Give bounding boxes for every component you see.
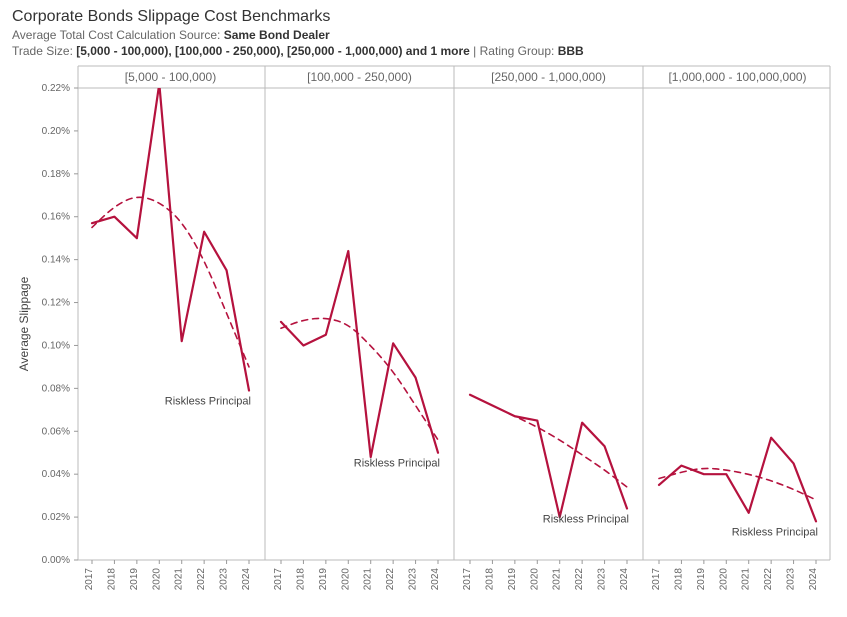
filter-values: [5,000 - 100,000), [100,000 - 250,000), … xyxy=(76,44,470,58)
x-tick-label: 2022 xyxy=(574,568,585,591)
x-tick-label: 2021 xyxy=(741,568,752,591)
x-tick-label: 2020 xyxy=(340,568,351,591)
panel-label: [1,000,000 - 100,000,000) xyxy=(668,70,806,84)
x-tick-label: 2023 xyxy=(786,568,797,591)
y-tick-label: 0.20% xyxy=(42,126,70,137)
x-tick-label: 2018 xyxy=(673,568,684,591)
y-tick-label: 0.10% xyxy=(42,340,70,351)
filter-line: Trade Size: [5,000 - 100,000), [100,000 … xyxy=(12,44,835,58)
panel-label: [5,000 - 100,000) xyxy=(125,70,216,84)
y-axis-title: Average Slippage xyxy=(17,276,31,371)
y-tick-label: 0.02% xyxy=(42,512,70,523)
x-tick-label: 2024 xyxy=(808,568,819,591)
y-tick-label: 0.06% xyxy=(42,426,70,437)
series-annotation: Riskless Principal xyxy=(165,396,251,408)
y-tick-label: 0.22% xyxy=(42,83,70,94)
series-line xyxy=(92,84,249,391)
x-tick-label: 2022 xyxy=(763,568,774,591)
x-tick-label: 2019 xyxy=(129,568,140,591)
x-tick-label: 2024 xyxy=(619,568,630,591)
x-tick-label: 2021 xyxy=(552,568,563,591)
x-tick-label: 2017 xyxy=(462,568,473,591)
x-tick-label: 2017 xyxy=(651,568,662,591)
panel-label: [100,000 - 250,000) xyxy=(307,70,412,84)
filter-sep: | xyxy=(470,44,480,58)
x-tick-label: 2017 xyxy=(273,568,284,591)
x-tick-label: 2024 xyxy=(241,568,252,591)
x-tick-label: 2018 xyxy=(106,568,117,591)
y-tick-label: 0.00% xyxy=(42,555,70,566)
panel-label: [250,000 - 1,000,000) xyxy=(491,70,606,84)
rating-value: BBB xyxy=(558,44,584,58)
series-annotation: Riskless Principal xyxy=(732,526,818,538)
x-tick-label: 2023 xyxy=(219,568,230,591)
x-tick-label: 2019 xyxy=(507,568,518,591)
x-tick-label: 2020 xyxy=(718,568,729,591)
series-line xyxy=(659,438,816,522)
x-tick-label: 2023 xyxy=(408,568,419,591)
subtitle-prefix: Average Total Cost Calculation Source: xyxy=(12,28,224,42)
series-line xyxy=(281,251,438,457)
x-tick-label: 2020 xyxy=(151,568,162,591)
x-tick-label: 2024 xyxy=(430,568,441,591)
y-tick-label: 0.14% xyxy=(42,255,70,266)
series-line xyxy=(470,395,627,517)
x-tick-label: 2018 xyxy=(484,568,495,591)
filter-prefix: Trade Size: xyxy=(12,44,76,58)
x-tick-label: 2019 xyxy=(318,568,329,591)
y-tick-label: 0.12% xyxy=(42,298,70,309)
x-tick-label: 2017 xyxy=(84,568,95,591)
series-annotation: Riskless Principal xyxy=(543,514,629,526)
subtitle: Average Total Cost Calculation Source: S… xyxy=(12,28,835,42)
subtitle-source: Same Bond Dealer xyxy=(224,28,330,42)
x-tick-label: 2022 xyxy=(385,568,396,591)
trend-line xyxy=(281,318,438,439)
x-tick-label: 2019 xyxy=(696,568,707,591)
y-tick-label: 0.08% xyxy=(42,383,70,394)
y-tick-label: 0.04% xyxy=(42,469,70,480)
rating-prefix: Rating Group: xyxy=(480,44,558,58)
x-tick-label: 2020 xyxy=(529,568,540,591)
chart-svg: 0.00% 0.02% 0.04% 0.06% 0.08% 0.10% 0.12% 0.14%… xyxy=(12,60,835,600)
chart-title: Corporate Bonds Slippage Cost Benchmarks xyxy=(12,8,835,26)
x-tick-label: 2021 xyxy=(363,568,374,591)
chart-area: 0.00% 0.02% 0.04% 0.06% 0.08% 0.10% 0.12% 0.14%… xyxy=(12,60,835,600)
x-tick-label: 2022 xyxy=(196,568,207,591)
y-tick-label: 0.18% xyxy=(42,169,70,180)
y-tick-label: 0.16% xyxy=(42,212,70,223)
x-tick-label: 2018 xyxy=(295,568,306,591)
x-tick-label: 2023 xyxy=(597,568,608,591)
series-annotation: Riskless Principal xyxy=(354,458,440,470)
x-tick-label: 2021 xyxy=(174,568,185,591)
